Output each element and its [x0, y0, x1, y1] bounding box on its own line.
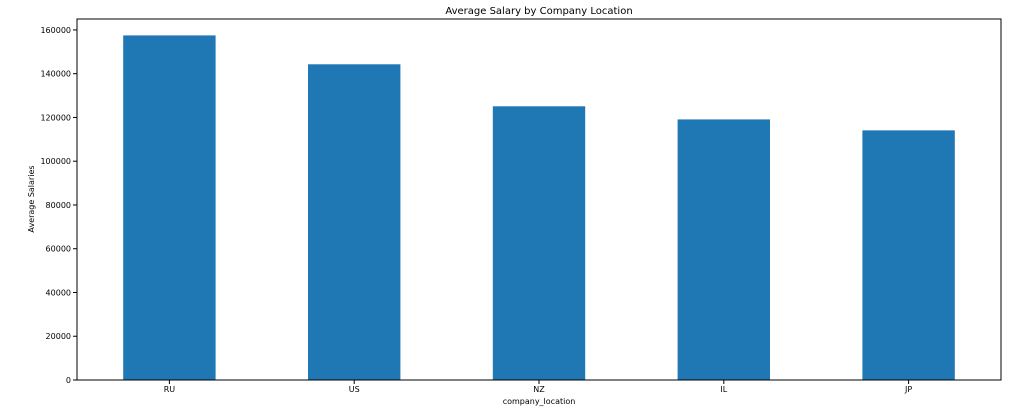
x-tick-label: JP	[904, 385, 912, 394]
bar-jp	[862, 130, 955, 380]
plot-frame	[76, 18, 1002, 381]
x-tick-label: NZ	[533, 385, 545, 394]
y-tick-label: 120000	[40, 113, 71, 122]
bar-nz	[492, 106, 586, 381]
y-tick-label: 60000	[46, 245, 71, 254]
y-tick-label: 20000	[46, 332, 71, 341]
bar-us	[308, 64, 401, 380]
bar-ru	[123, 35, 216, 381]
y-tick-label: 40000	[46, 288, 71, 297]
x-axis-label: company_location	[503, 397, 576, 406]
bar-il	[677, 119, 770, 380]
y-tick-label: 80000	[46, 201, 71, 210]
y-tick-label: 0	[66, 376, 71, 385]
x-tick-label: IL	[720, 385, 727, 394]
y-axis-label: Average Salaries	[27, 165, 36, 232]
x-tick-label: US	[349, 385, 360, 394]
x-axis-ticks: RU US NZ IL JP	[164, 380, 912, 394]
y-tick-label: 100000	[40, 157, 71, 166]
y-tick-label: 160000	[40, 26, 71, 35]
y-axis-ticks: 0 20000 40000 60000 80000 100000 120000 140000 1…	[40, 26, 77, 385]
x-tick-label: RU	[164, 385, 176, 394]
chart-title: Average Salary by Company Location	[445, 6, 632, 17]
bars-group	[123, 35, 955, 381]
y-tick-label: 140000	[40, 70, 71, 79]
